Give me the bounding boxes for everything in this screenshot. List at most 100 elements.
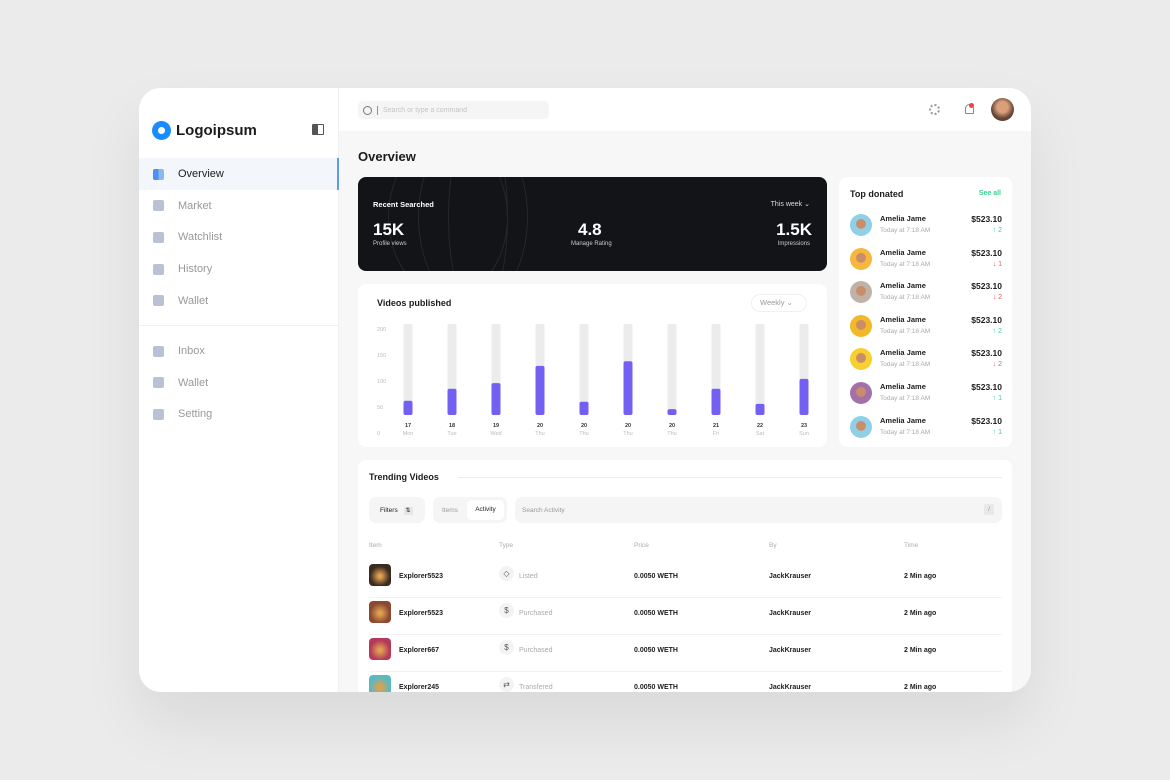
donor-name: Amelia Jame [880,214,926,223]
avatar [850,281,872,304]
column-header: Price [634,542,649,549]
donor-item[interactable]: Amelia Jame Today at 7:18 AM $523.10 ↓ 1 [850,246,1002,276]
sidebar-item-history[interactable]: History [139,253,339,285]
avatar [850,382,872,404]
sidebar-item-setting[interactable]: Setting [139,398,339,430]
mail-icon [153,345,164,357]
item-name: Explorer667 [399,647,440,654]
sidebar-toggle-icon[interactable] [312,124,324,135]
bar [403,400,413,415]
sidebar-item-label: Inbox [178,345,205,357]
arrow-down-icon: ↓ [992,294,999,302]
item-time: 2 Min ago [904,573,937,580]
bar [579,401,589,415]
bar [799,378,809,415]
column-header: Time [904,542,919,549]
y-tick-label: 100 [377,379,386,385]
donor-time: Today at 7:18 AM [880,294,931,302]
table-row[interactable]: Explorer5523 $ Purchased 0.0050 WETH JackKra… [369,598,1002,635]
sidebar-item-wallet[interactable]: Wallet [139,285,339,317]
rank-change: ↓ 2 [993,361,1002,368]
search-placeholder: Search Activity [522,507,565,514]
sidebar-item-market[interactable]: Market [139,190,339,222]
sidebar-item-overview[interactable]: Overview [139,158,339,190]
donor-time: Today at 7:18 AM [880,361,931,369]
avatar [850,214,872,236]
sidebar-item-label: Market [178,199,212,212]
sidebar-item-label: Watchlist [178,231,223,244]
dollar-icon: $ [499,603,514,618]
donor-item[interactable]: Amelia Jame Today at 7:18 AM $523.10 ↑ 2 [850,313,1002,343]
rank-change: ↓ 2 [993,294,1002,301]
logo-icon [152,121,171,140]
search-input[interactable]: Search or type a command [358,101,549,119]
table-row[interactable]: Explorer667 $ Purchased 0.0050 WETH JackKrau… [369,635,1002,672]
item-thumbnail [369,564,391,586]
donor-time: Today at 7:18 AM [880,395,931,402]
x-day-label: Thu [535,431,544,437]
donor-name: Amelia Jame [880,281,926,291]
bar [623,361,633,415]
rank-change-value: 2 [998,361,1002,369]
sidebar-item-inbox[interactable]: Inbox [139,335,339,367]
bar [667,409,677,415]
transfer-icon: ⇄ [499,677,514,692]
donor-item[interactable]: Amelia Jame Today at 7:18 AM $523.10 ↑ 2 [850,212,1002,242]
text-caret [377,105,378,115]
donor-item[interactable]: Amelia Jame Today at 7:18 AM $523.10 ↑ 1 [850,414,1002,444]
decor-ring [418,177,528,271]
see-all-link[interactable]: See all [978,190,1001,197]
bar [755,403,765,415]
card-title: Trending Videos [369,472,439,482]
stat-value: 15K [373,220,405,239]
card-title: Videos published [377,298,452,308]
rank-change-value: 1 [998,260,1002,268]
arrow-up-icon: ↑ [992,395,999,402]
search-placeholder: Search or type a command [383,106,468,114]
column-header: By [769,542,777,549]
logo[interactable]: Logoipsum [152,121,257,140]
donor-time: Today at 7:18 AM [880,428,931,436]
period-dropdown[interactable]: This week ⌄ [771,200,810,208]
period-label: This week [770,201,803,208]
decor-ring [448,177,508,271]
arrow-up-icon: ↑ [992,227,999,234]
filters-button[interactable]: Filters ⇅ [369,497,425,523]
donor-amount: $523.10 [971,281,1002,292]
bar-track [579,324,589,415]
chevron-down-icon: ⌄ [804,201,810,208]
stat-value: 1.5K [776,220,812,239]
settings-icon[interactable] [929,104,940,115]
avatar [850,247,872,270]
donor-item[interactable]: Amelia Jame Today at 7:18 AM $523.10 ↓ 2 [850,346,1002,376]
x-day-label: Sat [756,431,765,437]
item-type: Listed [519,573,538,580]
avatar[interactable] [991,98,1014,121]
sidebar-item-wallet[interactable]: Wallet [139,367,339,399]
item-type: Transfered [519,684,553,691]
donor-name: Amelia Jame [880,415,926,425]
y-tick-label: 50 [377,405,383,411]
table-row[interactable]: Explorer245 ⇄ Transfered 0.0050 WETH JackKra… [369,672,1002,692]
item-type: Purchased [519,610,553,617]
x-day-label: Wed [490,431,501,437]
item-time: 2 Min ago [904,647,937,654]
topbar: Search or type a command [339,88,1031,131]
x-day-label: Thu [579,431,588,437]
weekly-dropdown[interactable]: Weekly ⌄ [751,294,807,312]
donor-item[interactable]: Amelia Jame Today at 7:18 AM $523.10 ↑ 1 [850,380,1002,410]
search-activity-input[interactable]: Search Activity / [515,497,1002,523]
tab-activity[interactable]: Activity [467,500,504,520]
x-day-label: Thu [623,431,632,437]
bar-track [755,324,765,415]
x-date-label: 18 [449,423,455,429]
column-header: Type [499,542,514,549]
item-thumbnail [369,638,391,660]
x-day-label: Mon [403,431,414,437]
bar-track [667,324,677,415]
tab-items[interactable]: Items [442,507,458,514]
arrow-down-icon: ↓ [992,260,999,268]
table-row[interactable]: Explorer5523 ◇ Listed 0.0050 WETH JackKrause… [369,561,1002,598]
sidebar-item-watchlist[interactable]: Watchlist [139,221,339,253]
donor-item[interactable]: Amelia Jame Today at 7:18 AM $523.10 ↓ 2 [850,279,1002,309]
